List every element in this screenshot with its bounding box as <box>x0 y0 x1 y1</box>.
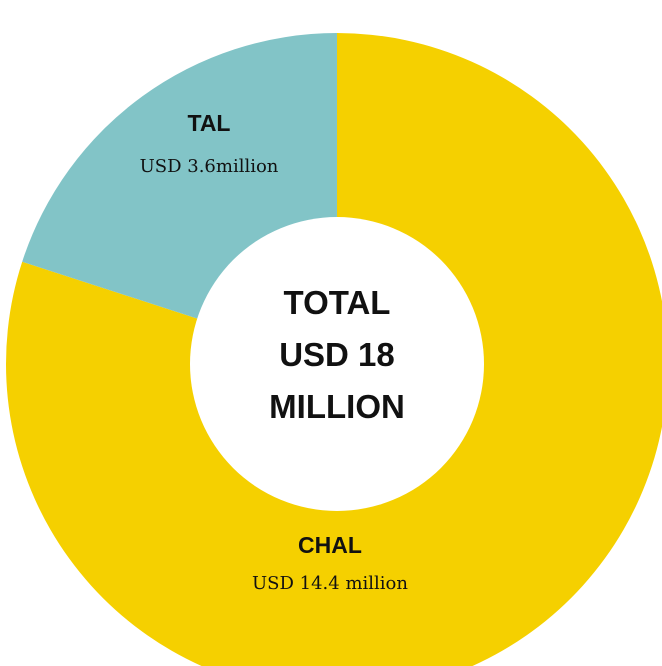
slice-value-chal: USD 14.4 million <box>252 573 408 594</box>
center-label-line-1: TOTAL <box>284 284 391 321</box>
slice-value-tal: USD 3.6million <box>140 156 279 177</box>
slice-label-tal: TAL <box>187 110 230 136</box>
slice-chal <box>6 33 662 666</box>
center-label-line-3: MILLION <box>269 388 405 425</box>
donut-center-hole <box>190 217 484 511</box>
slice-label-chal: CHAL <box>298 532 362 558</box>
center-label-line-2: USD 18 <box>279 336 395 373</box>
